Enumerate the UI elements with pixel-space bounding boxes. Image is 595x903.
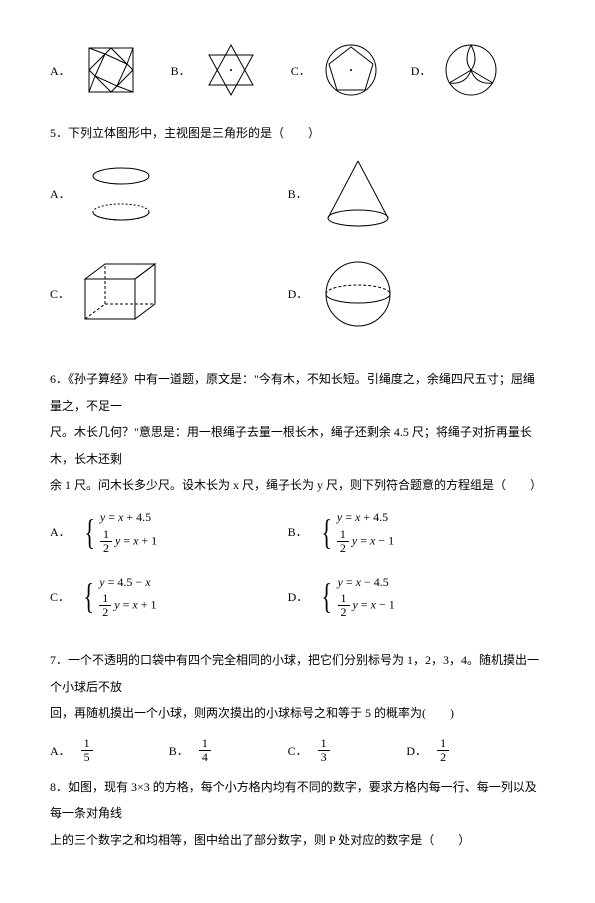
q6-label-c: C．: [50, 588, 70, 605]
q6-line3: 余 1 尺。问木长多少尺。设木长为 x 尺，绳子长为 y 尺，则下列符合题意的方…: [50, 478, 542, 492]
brace-icon: {: [83, 578, 93, 614]
q7-frac-b: 14: [199, 737, 211, 764]
q6-label-a: A．: [50, 523, 71, 540]
q7-label-d: D．: [406, 742, 427, 759]
q6-option-b: B． { y = x + 4.5 12 y = x − 1: [288, 508, 526, 555]
brace-icon: {: [84, 514, 94, 550]
q8-line2: 上的三个数字之和均相等，图中给出了部分数字，则 P 处对应的数字是（ ）: [50, 833, 470, 847]
q7-text: 7．一个不透明的口袋中有四个完全相同的小球，把它们分别标号为 1，2，3，4。随…: [50, 647, 545, 726]
q5-label-d: D．: [288, 285, 309, 302]
q7-frac-d: 12: [437, 737, 449, 764]
page: A． B． C．: [0, 0, 595, 903]
q7-frac-a: 15: [81, 737, 93, 764]
cuboid-icon: [80, 259, 170, 329]
q5-option-d: D．: [288, 256, 526, 331]
q6-option-a: A． { y = x + 4.5 12 y = x + 1: [50, 508, 288, 555]
inscribed-square-icon: [81, 40, 141, 100]
pentagon-in-circle-icon: [321, 40, 381, 100]
brace-icon: {: [321, 514, 331, 550]
sphere-icon: [318, 256, 398, 331]
q8-text: 8．如图，现有 3×3 的方格，每个小方格内均有不同的数字，要求方格内每一行、每…: [50, 774, 545, 853]
q4-option-a: A．: [50, 40, 141, 100]
q7-line1: 7．一个不透明的口袋中有四个完全相同的小球，把它们分别标号为 1，2，3，4。随…: [50, 653, 539, 693]
q4-option-d: D．: [411, 40, 502, 100]
q7-label-c: C．: [288, 742, 308, 759]
q5-options: A． B． C．: [50, 156, 545, 356]
q8-line1: 8．如图，现有 3×3 的方格，每个小方格内均有不同的数字，要求方格内每一行、每…: [50, 780, 537, 820]
q7-line2: 回，再随机摸出一个小球，则两次摸出的小球标号之和等于 5 的概率为( ): [50, 706, 454, 720]
q6-label-b: B．: [288, 523, 308, 540]
q4-label-b: B．: [171, 62, 191, 79]
q7-option-c: C． 13: [288, 737, 407, 764]
q6-label-d: D．: [288, 588, 309, 605]
q4-option-c: C．: [291, 40, 381, 100]
q5-option-b: B．: [288, 156, 526, 231]
q7-options: A． 15 B． 14 C． 13 D． 12: [50, 737, 545, 764]
q4-label-c: C．: [291, 62, 311, 79]
tripod-circle-icon: [441, 40, 501, 100]
q6-option-d: D． { y = x − 4.5 12 y = x − 1: [288, 573, 526, 620]
brace-icon: {: [322, 578, 332, 614]
q7-label-b: B．: [169, 742, 189, 759]
q7-frac-c: 13: [318, 737, 330, 764]
q6-d-equations: y = x − 4.5 12 y = x − 1: [338, 573, 395, 620]
q5-text: 5．下列立体图形中，主视图是三角形的是（ ）: [50, 120, 545, 146]
q4-option-row: A． B． C．: [50, 40, 545, 100]
star-of-david-icon: [201, 40, 261, 100]
q7-option-d: D． 12: [406, 737, 525, 764]
q5-label-c: C．: [50, 285, 70, 302]
q6-option-c: C． { y = 4.5 − x 12 y = x + 1: [50, 573, 288, 620]
q7-option-b: B． 14: [169, 737, 288, 764]
q6-a-equations: y = x + 4.5 12 y = x + 1: [100, 508, 157, 555]
q5-option-c: C．: [50, 256, 288, 331]
q6-line1: 6．《孙子算经》中有一道题，原文是："今有木，不知长短。引绳度之，余绳四尺五寸；…: [50, 372, 535, 412]
q5-option-a: A．: [50, 156, 288, 231]
q6-b-equations: y = x + 4.5 12 y = x − 1: [337, 508, 394, 555]
cylinder-icon: [81, 164, 161, 224]
q5-label-b: B．: [288, 185, 308, 202]
cone-icon: [318, 156, 398, 231]
q4-option-b: B．: [171, 40, 261, 100]
q6-options: A． { y = x + 4.5 12 y = x + 1 B． { y = x…: [50, 508, 545, 637]
q6-text: 6．《孙子算经》中有一道题，原文是："今有木，不知长短。引绳度之，余绳四尺五寸；…: [50, 366, 545, 498]
q4-label-d: D．: [411, 62, 432, 79]
q7-option-a: A． 15: [50, 737, 169, 764]
q6-line2: 尺。木长几何？"意思是：用一根绳子去量一根长木，绳子还剩余 4.5 尺；将绳子对…: [50, 425, 532, 465]
q4-label-a: A．: [50, 62, 71, 79]
q5-label-a: A．: [50, 185, 71, 202]
q7-label-a: A．: [50, 742, 71, 759]
q6-c-equations: y = 4.5 − x 12 y = x + 1: [99, 573, 156, 620]
